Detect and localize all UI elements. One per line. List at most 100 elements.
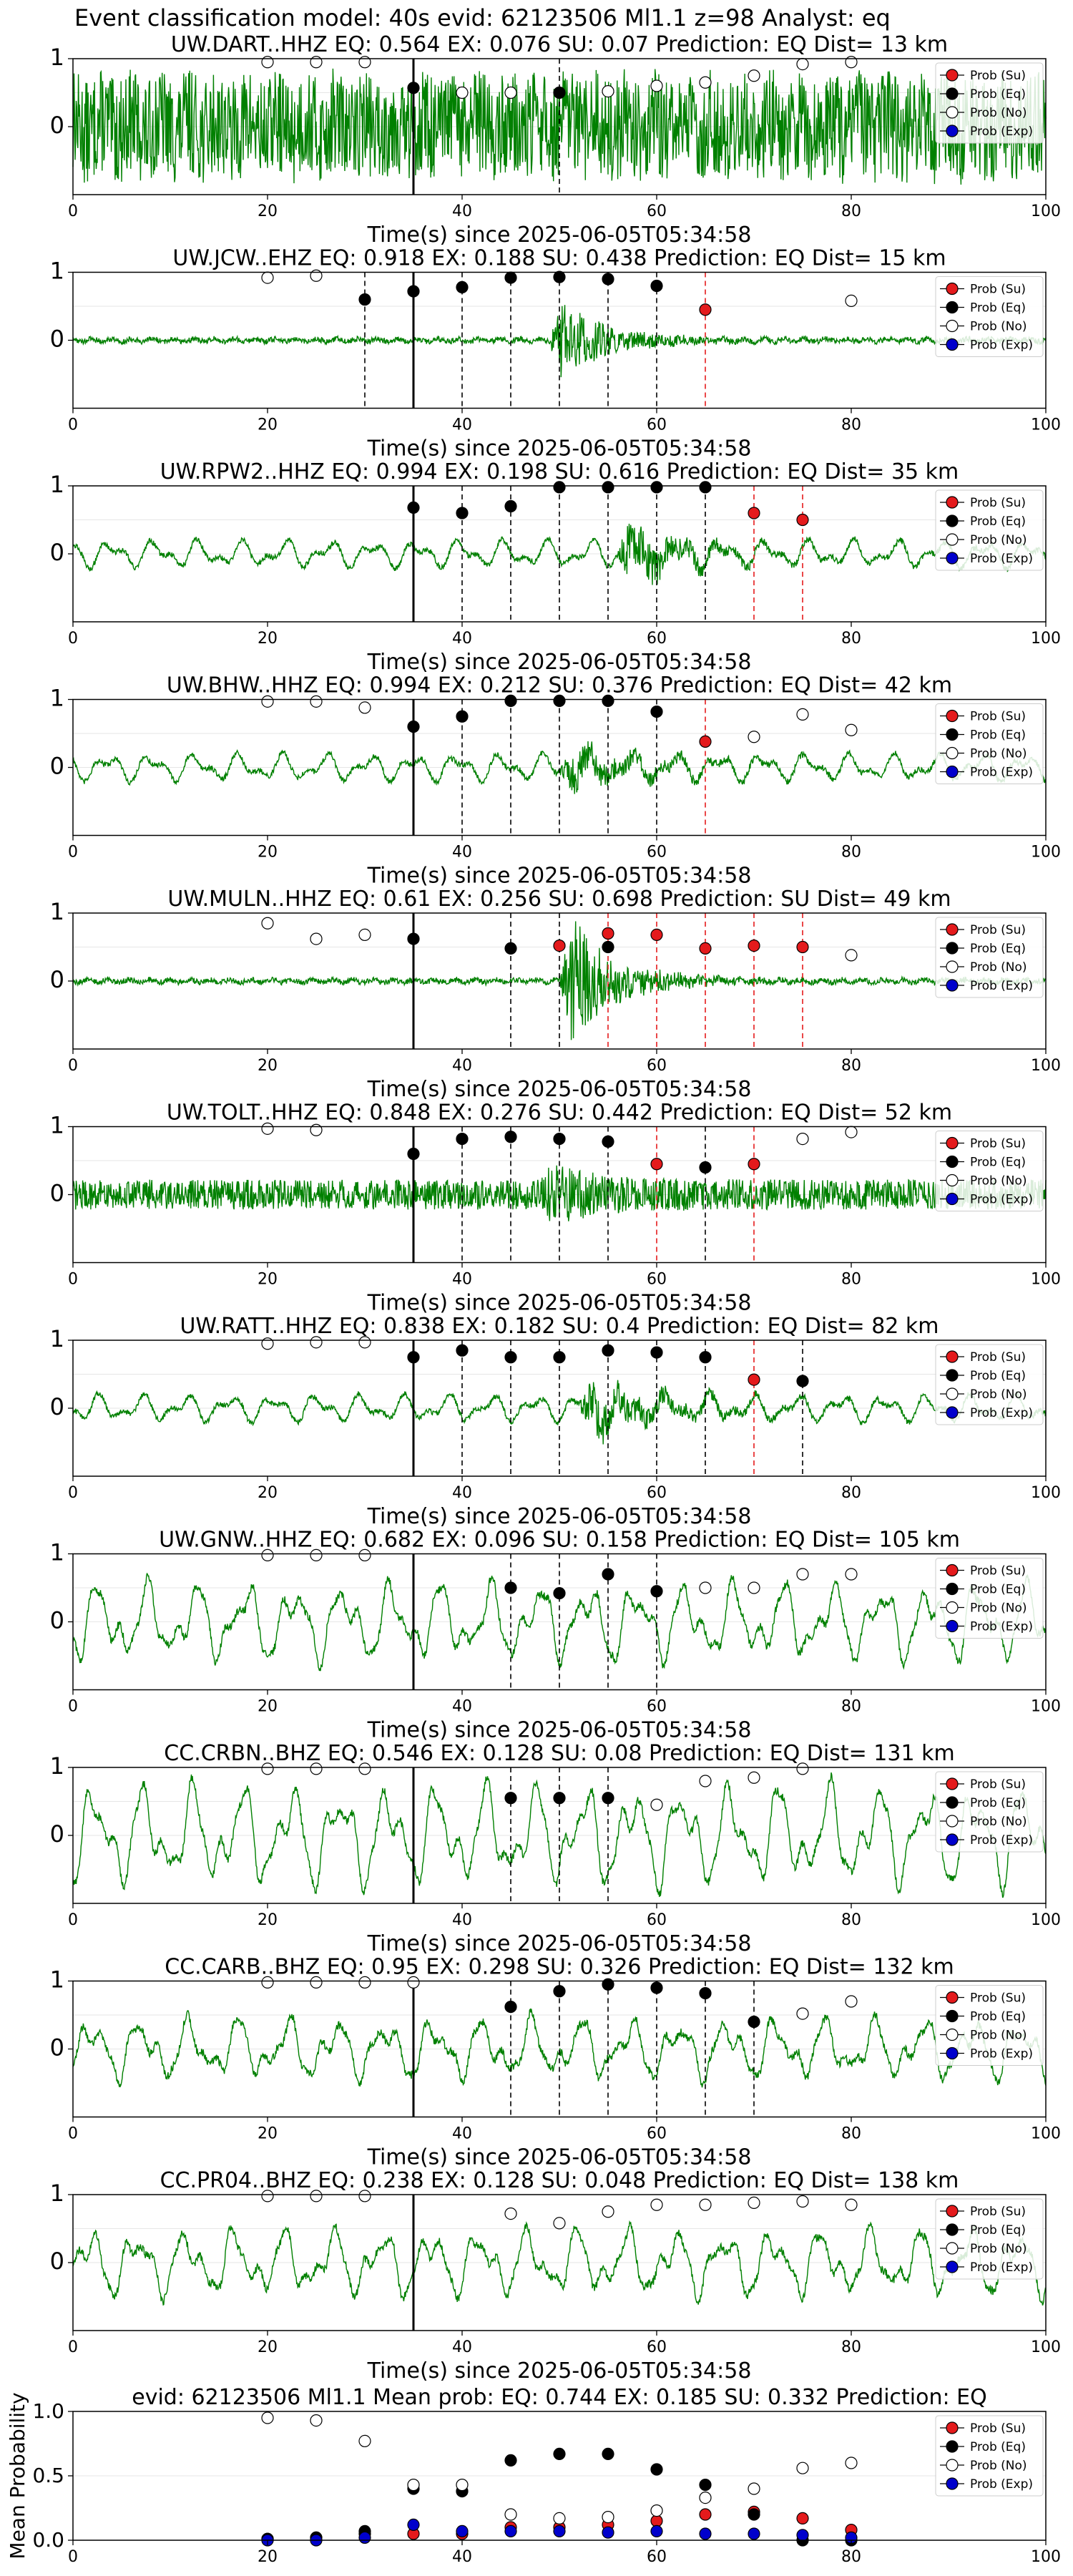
marker-probeq: [456, 507, 469, 519]
legend-entry: Prob (Exp): [970, 979, 1033, 993]
marker-probeq: [407, 82, 420, 94]
y-tick-label: 1.0: [32, 2399, 64, 2423]
marker-probno: [261, 1337, 274, 1350]
legend-marker: [946, 746, 959, 760]
x-tick-label: 80: [841, 416, 861, 434]
x-tick-label: 0: [68, 2125, 78, 2143]
x-tick-label: 20: [258, 844, 278, 862]
marker-probsu: [650, 2514, 663, 2527]
marker-probeq: [602, 1978, 614, 1991]
marker-probno: [845, 1126, 858, 1138]
marker-probno: [310, 2414, 323, 2427]
x-tick-label: 40: [452, 2548, 472, 2566]
legend-entry: Prob (Eq): [970, 87, 1026, 102]
legend-entry: Prob (No): [970, 960, 1027, 975]
legend-entry: Prob (Exp): [970, 2477, 1033, 2492]
legend: Prob (Su) Prob (Eq) Prob (No) Prob (Exp): [935, 1344, 1044, 1425]
x-tick-label: 80: [841, 2548, 861, 2566]
x-tick-label: 0: [68, 1911, 78, 1929]
y-tick-label: 0: [50, 1393, 64, 1420]
waveform-trace: [72, 1572, 1047, 1672]
marker-probeq: [456, 280, 469, 293]
y-tick-label: 1: [50, 2180, 64, 2207]
panel-12: 0 20 40 60 80 100 1.0 0.5 0.0 evid: 62123506 Ml1.…: [6, 2385, 1061, 2566]
x-tick-label: 20: [258, 1271, 278, 1289]
legend-marker: [946, 2242, 959, 2255]
legend-entry: Prob (Eq): [970, 514, 1026, 529]
panel-3: 0 20 40 60 80 100 1 0 UW.RPW2..HHZ EQ: 0.994 EX:…: [50, 459, 1061, 675]
legend: Prob (Su) Prob (Eq) Prob (No) Prob (Exp): [935, 489, 1044, 571]
marker-probno: [845, 1995, 858, 2008]
legend-entry: Prob (Su): [970, 923, 1026, 937]
legend-entry: Prob (Exp): [970, 1833, 1033, 1848]
marker-probno: [504, 2207, 517, 2220]
marker-probno: [602, 2205, 614, 2218]
x-tick-label: 80: [841, 203, 861, 220]
legend-marker: [946, 282, 959, 296]
x-tick-label: 20: [258, 1698, 278, 1716]
marker-probeq: [407, 720, 420, 733]
marker-probsu: [699, 303, 712, 316]
x-axis-label: Time(s) since 2025-06-05T05:34:58: [367, 1077, 752, 1102]
marker-probeq: [407, 501, 420, 514]
panel-4: 0 20 40 60 80 100 1 0 UW.BHW..HHZ EQ: 0.994 EX: …: [50, 673, 1061, 889]
x-tick-label: 0: [68, 844, 78, 862]
marker-probeq: [748, 2015, 760, 2029]
legend-entry: Prob (No): [970, 1815, 1027, 1829]
marker-probeq: [553, 1132, 566, 1146]
marker-probno: [845, 294, 858, 307]
marker-probeq: [553, 694, 566, 708]
legend-entry: Prob (Exp): [970, 338, 1033, 353]
panel-title: UW.BHW..HHZ EQ: 0.994 EX: 0.212 SU: 0.37…: [167, 673, 952, 698]
panel-6: 0 20 40 60 80 100 1 0 UW.TOLT..HHZ EQ: 0.848 EX:…: [50, 1101, 1061, 1316]
y-tick-label: 0: [50, 1180, 64, 1207]
y-tick-label: 0: [50, 1820, 64, 1848]
marker-probno: [358, 701, 371, 714]
x-tick-label: 40: [452, 416, 472, 434]
marker-probeq: [553, 2447, 566, 2460]
panel-title: UW.MULN..HHZ EQ: 0.61 EX: 0.256 SU: 0.69…: [167, 887, 951, 912]
x-tick-label: 60: [647, 2338, 667, 2356]
marker-probno: [796, 2007, 809, 2020]
marker-probno: [796, 708, 809, 721]
x-tick-label: 60: [647, 203, 667, 220]
marker-probno: [845, 2198, 858, 2211]
legend-marker: [946, 1601, 959, 1614]
legend-marker: [946, 2028, 959, 2041]
marker-probno: [261, 1122, 274, 1135]
marker-probeq: [699, 1351, 712, 1364]
x-tick-label: 60: [647, 844, 667, 862]
legend-marker: [946, 1619, 959, 1633]
legend: Prob (Su) Prob (Eq) Prob (No) Prob (Exp): [935, 703, 1044, 784]
legend-entry: Prob (No): [970, 747, 1027, 761]
y-tick-label: 1: [50, 44, 64, 71]
marker-probno: [845, 56, 858, 69]
x-tick-label: 60: [647, 2125, 667, 2143]
marker-probeq: [407, 932, 420, 945]
x-tick-label: 80: [841, 1698, 861, 1716]
marker-probno: [310, 269, 323, 282]
marker-probno: [650, 1798, 663, 1811]
legend-entry: Prob (Eq): [970, 1583, 1026, 1597]
legend-entry: Prob (Eq): [970, 728, 1026, 743]
marker-probno: [845, 949, 858, 962]
y-tick-label: 1: [50, 471, 64, 498]
legend-entry: Prob (Su): [970, 283, 1026, 297]
legend-marker: [946, 1796, 959, 1809]
panel-title: CC.CRBN..BHZ EQ: 0.546 EX: 0.128 SU: 0.0…: [164, 1741, 954, 1766]
x-tick-label: 60: [647, 1698, 667, 1716]
figure-title: Event classification model: 40s evid: 62…: [74, 4, 891, 31]
marker-probeq: [650, 1981, 663, 1994]
legend-marker: [946, 1369, 959, 1382]
marker-probeq: [504, 1792, 517, 1805]
marker-probno: [845, 2457, 858, 2469]
marker-probexp: [358, 2531, 371, 2544]
legend-entry: Prob (Eq): [970, 301, 1026, 316]
legend-entry: Prob (Su): [970, 1137, 1026, 1151]
marker-probno: [796, 1762, 809, 1775]
legend-entry: Prob (Exp): [970, 1406, 1033, 1420]
x-tick-label: 100: [1031, 1484, 1061, 1502]
marker-probno: [358, 1976, 371, 1989]
y-tick-label: 1: [50, 685, 64, 712]
